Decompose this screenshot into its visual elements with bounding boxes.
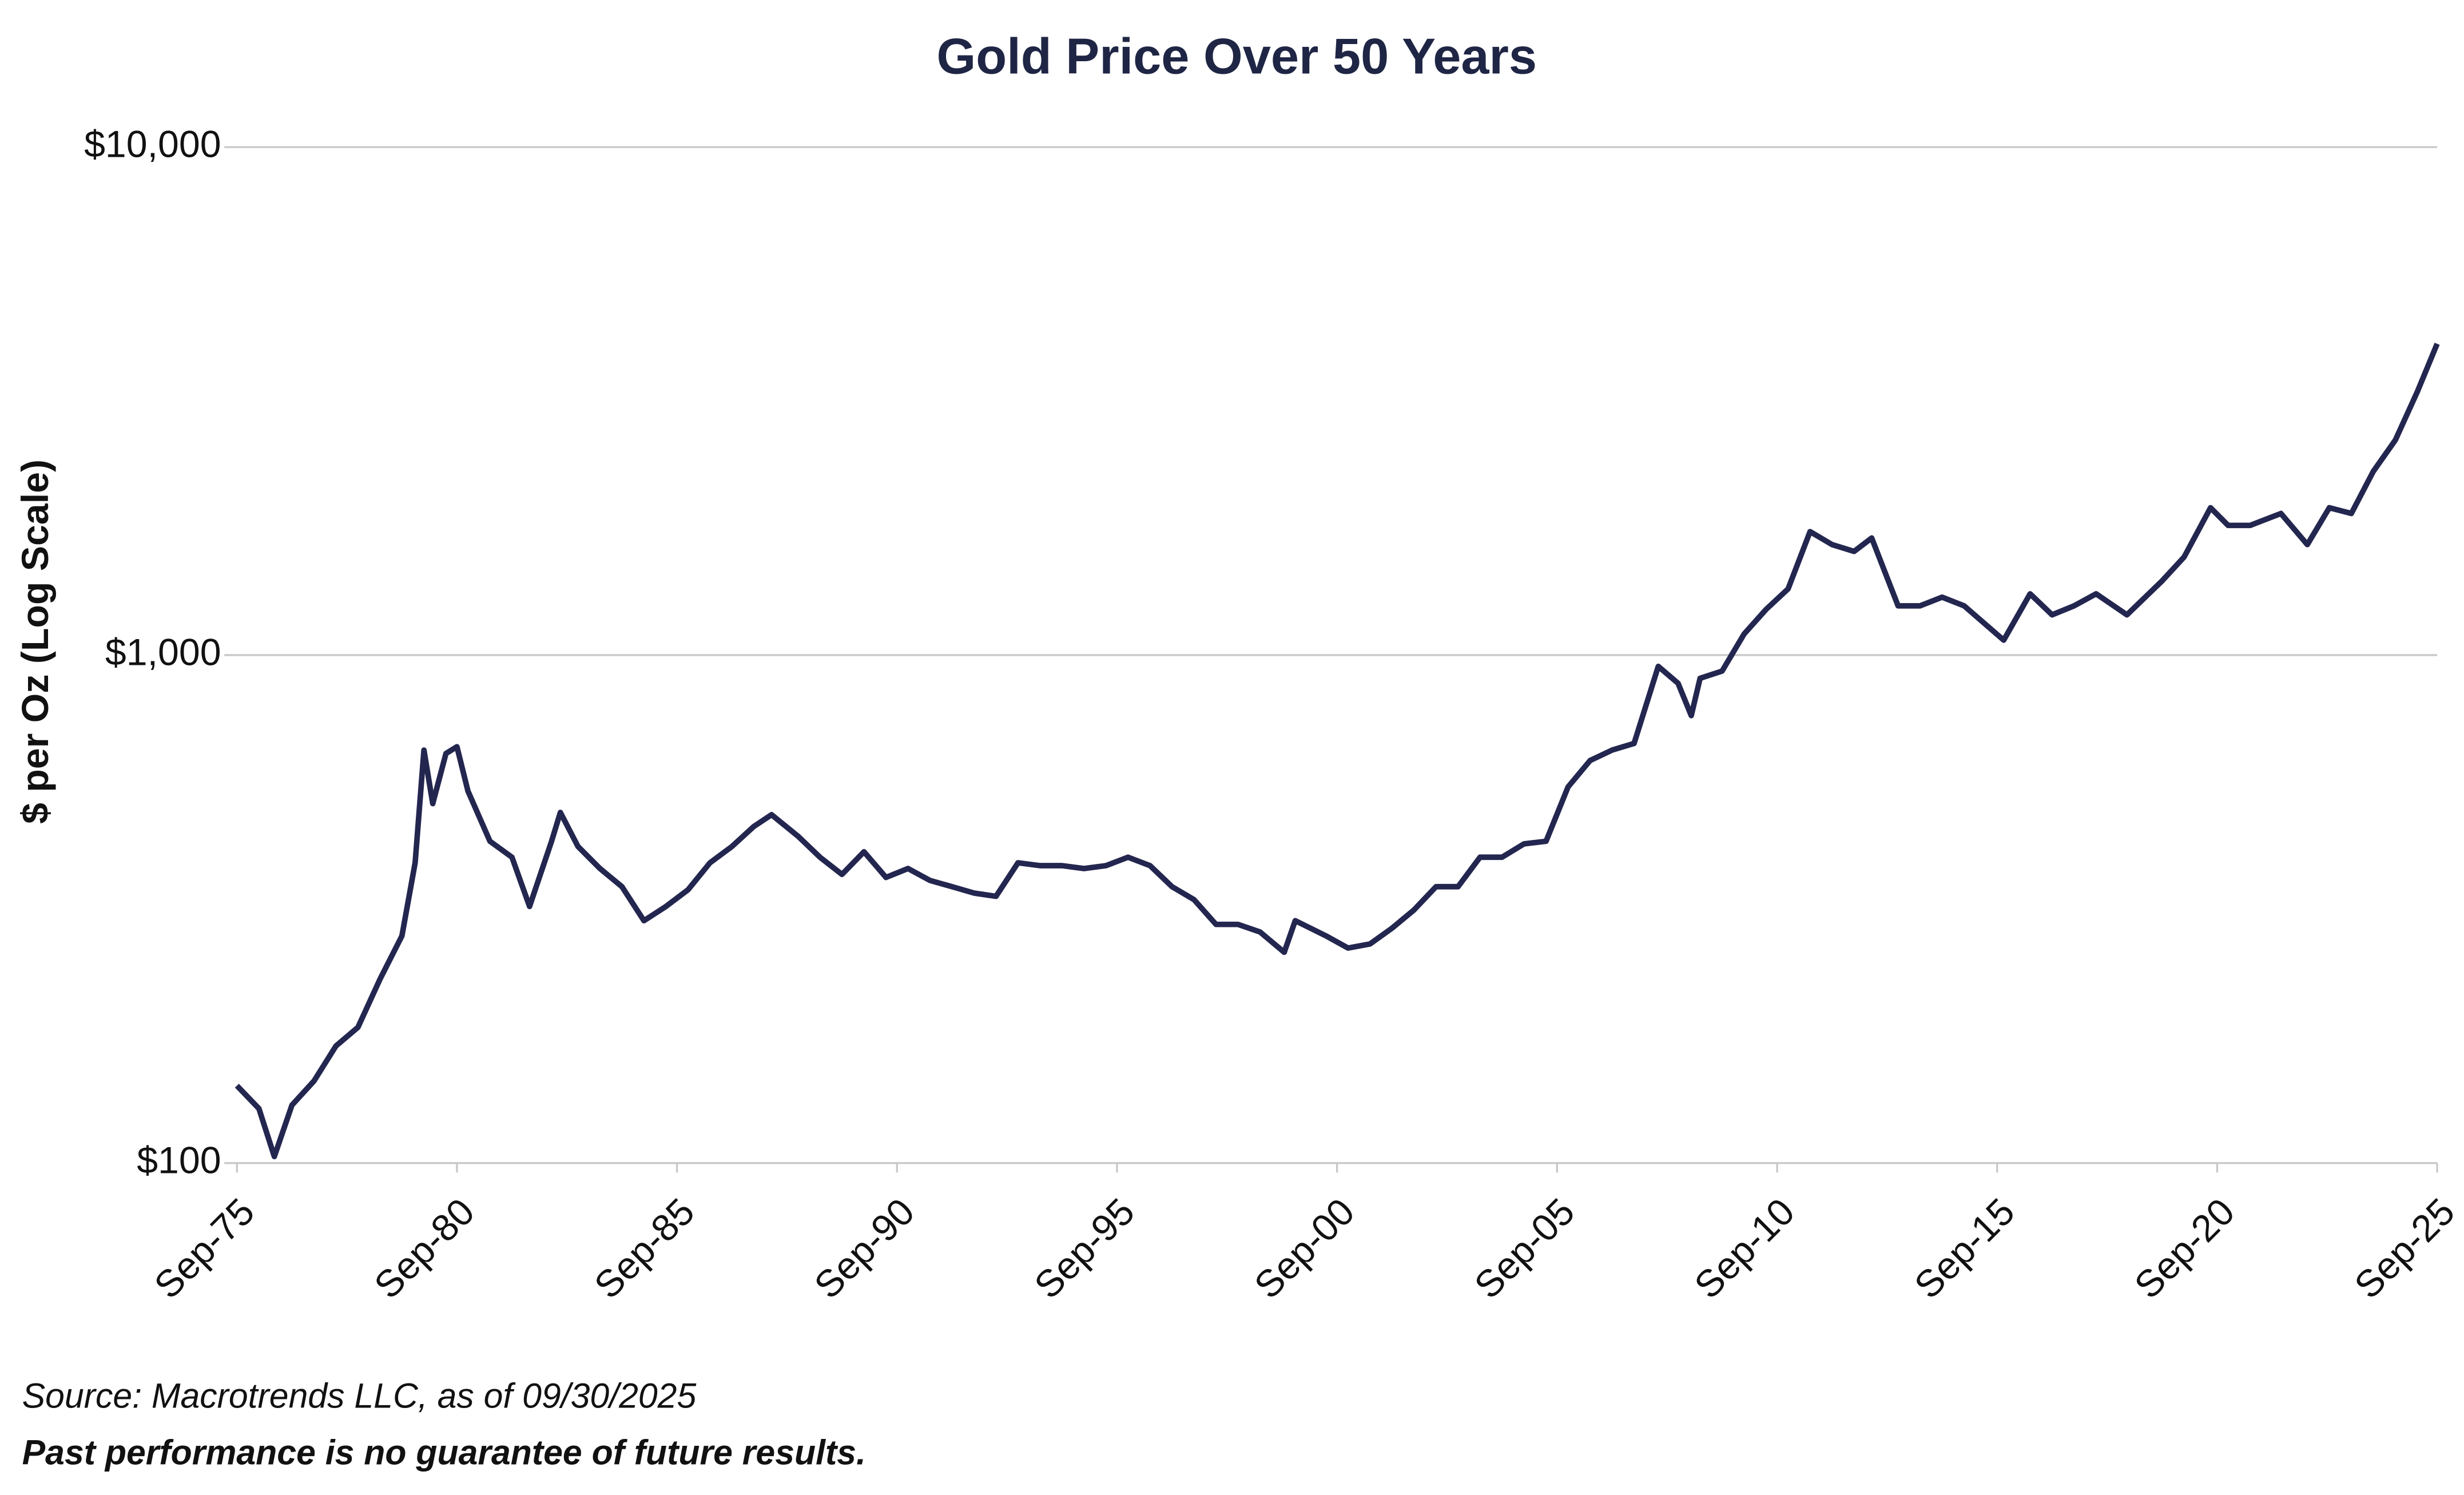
x-tick-label: Sep-10 [1687, 1191, 1803, 1307]
y-tick-label: $100 [137, 1139, 221, 1181]
x-tick-label: Sep-75 [146, 1191, 263, 1307]
source-note: Source: Macrotrends LLC, as of 09/30/202… [22, 1376, 697, 1415]
x-tick-label: Sep-15 [1906, 1191, 2022, 1307]
price-line [235, 343, 2440, 1160]
y-tick-label: $1,000 [105, 631, 221, 673]
disclaimer: Past performance is no guarantee of futu… [22, 1433, 866, 1472]
x-tick-label: Sep-25 [2347, 1191, 2463, 1307]
y-axis-label: $ per Oz (Log Scale) [14, 459, 57, 824]
x-tick-label: Sep-95 [1027, 1191, 1143, 1307]
y-tick-label: $10,000 [84, 124, 221, 166]
chart-title: Gold Price Over 50 Years [937, 28, 1537, 85]
x-tick-label: Sep-20 [2127, 1191, 2243, 1307]
x-tick-label: Sep-80 [367, 1191, 483, 1307]
x-tick-label: Sep-85 [586, 1191, 702, 1307]
x-tick-label: Sep-00 [1246, 1191, 1362, 1307]
x-tick-label: Sep-05 [1467, 1191, 1583, 1307]
x-tick-label: Sep-90 [806, 1191, 923, 1307]
